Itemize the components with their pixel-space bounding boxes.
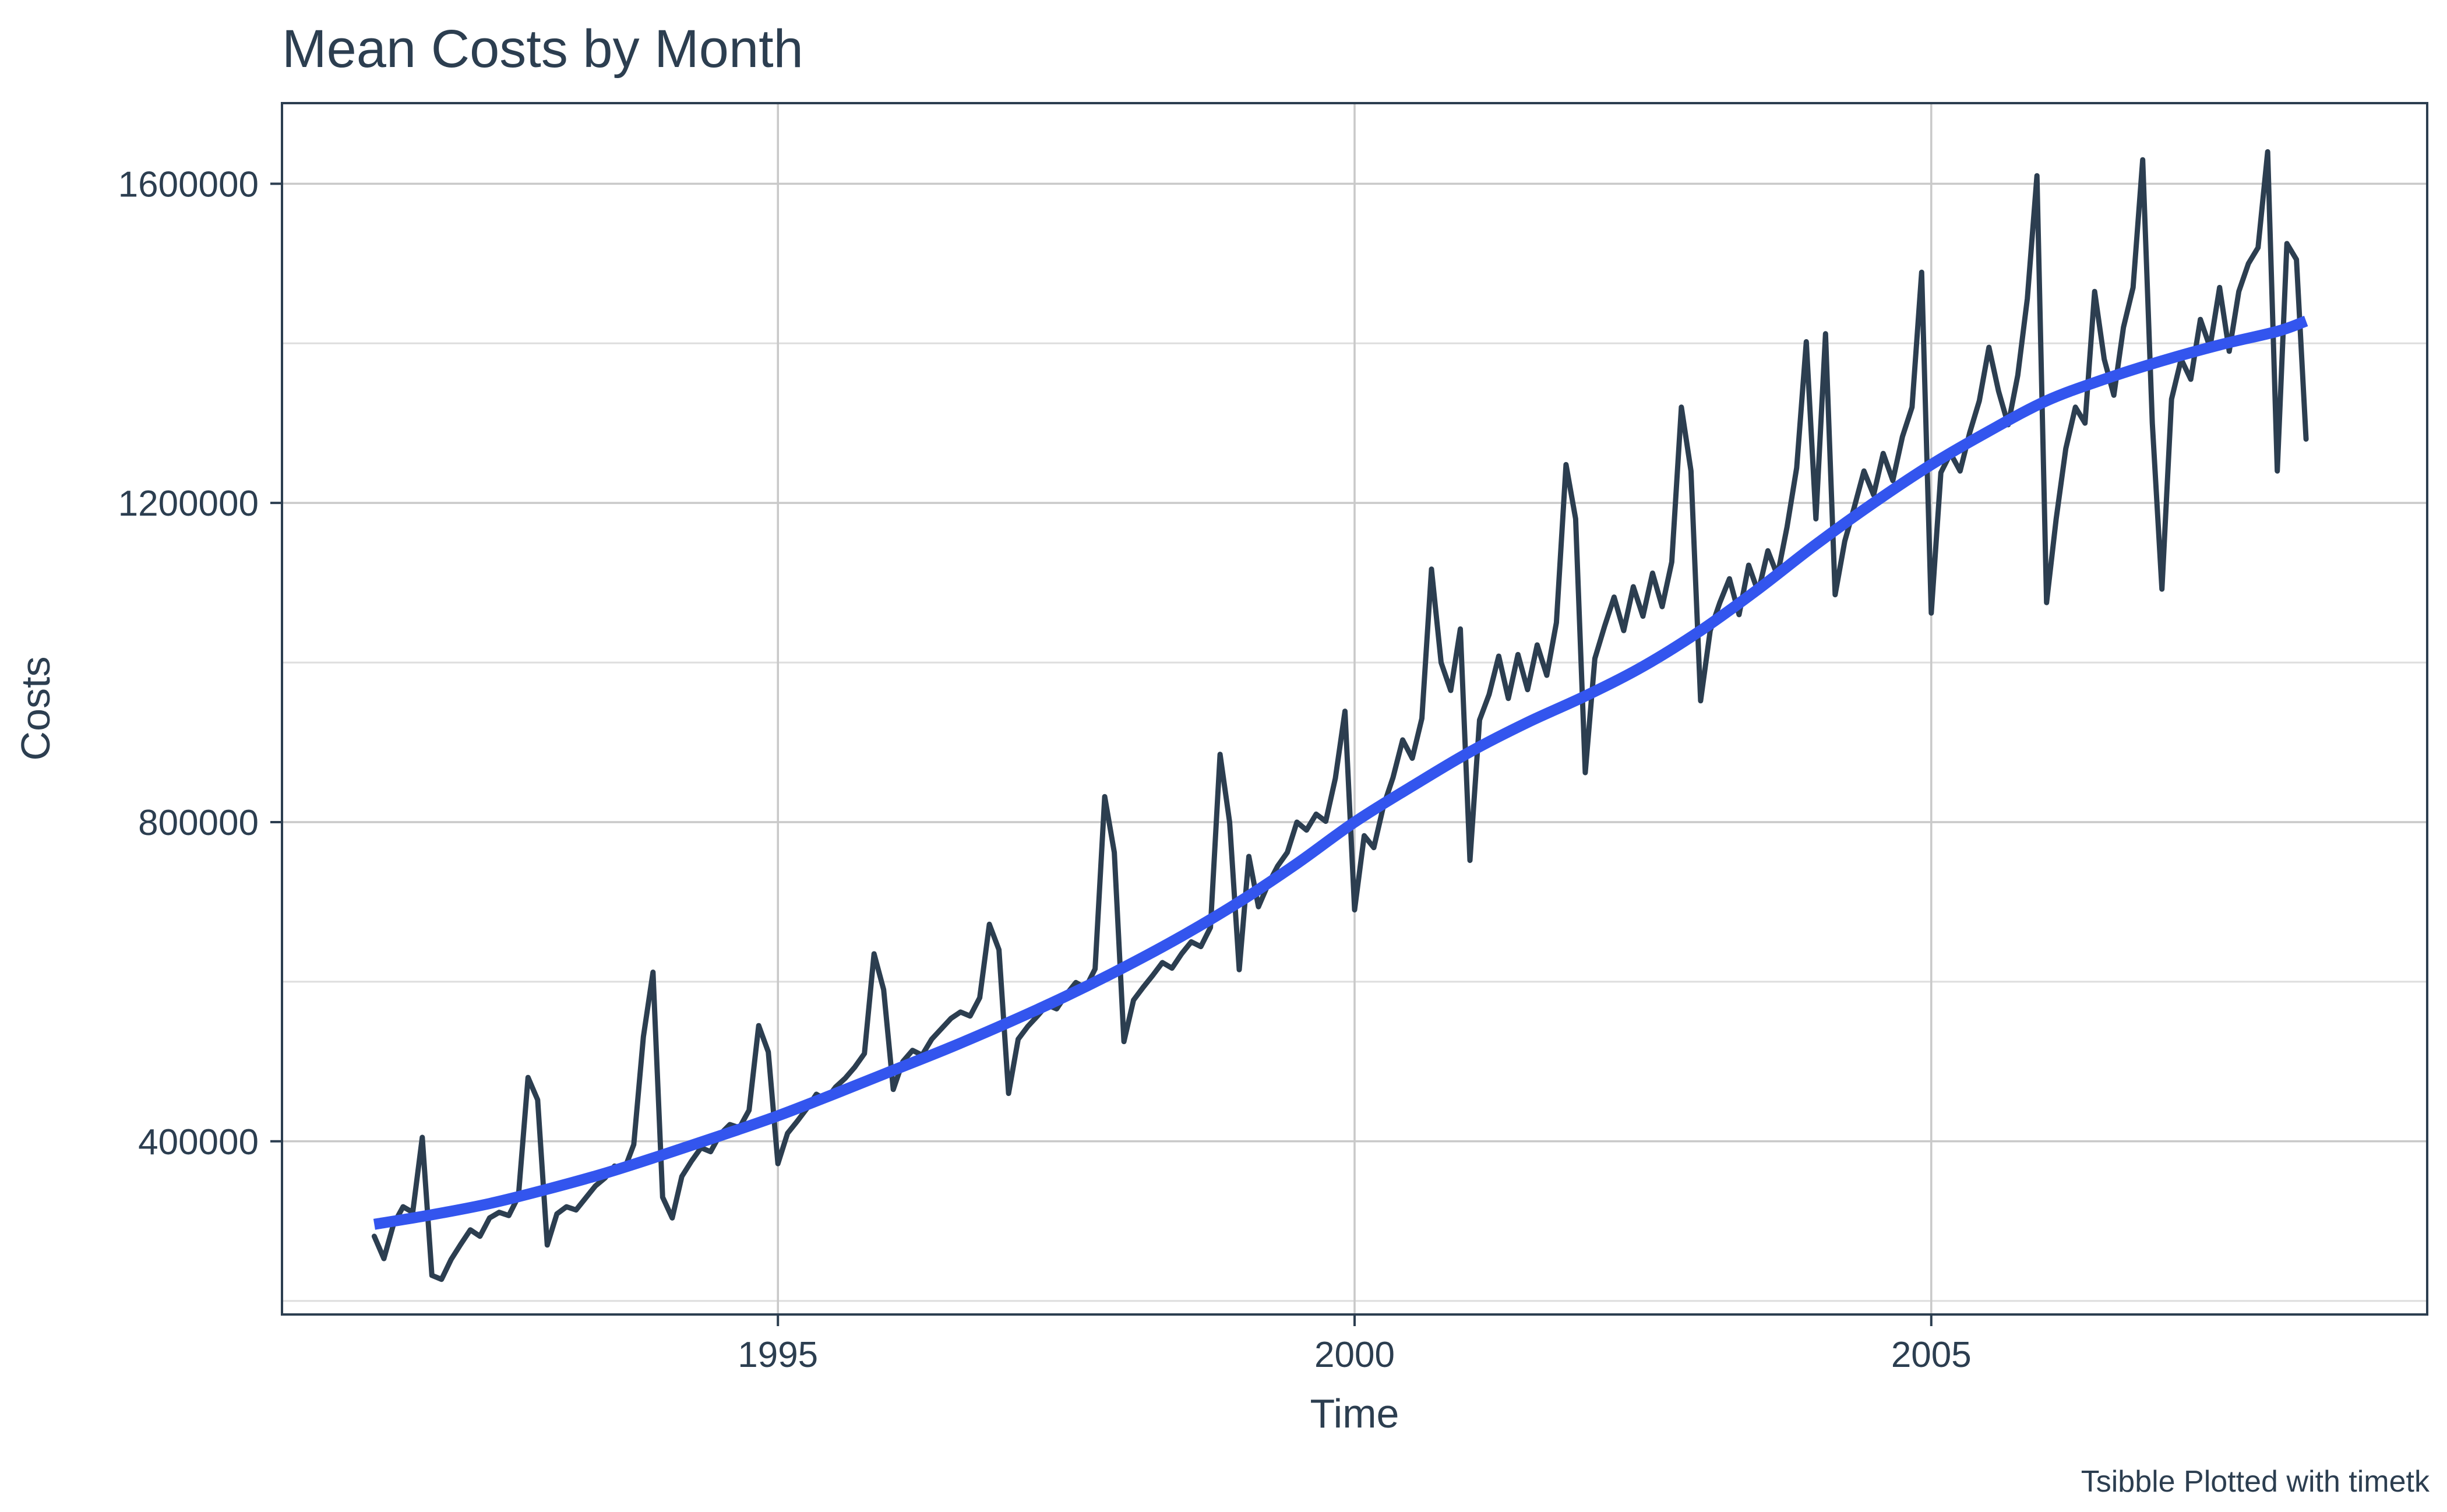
chart-title: Mean Costs by Month bbox=[282, 19, 803, 79]
y-tick-label: 400000 bbox=[138, 1122, 259, 1162]
caption: Tsibble Plotted with timetk bbox=[2081, 1465, 2430, 1499]
x-tick-label: 2005 bbox=[1891, 1335, 1972, 1375]
y-tick-label: 1200000 bbox=[118, 484, 259, 524]
x-tick-label: 1995 bbox=[738, 1335, 818, 1375]
y-axis-tick-labels: 400000 800000 1200000 1600000 bbox=[118, 164, 259, 1162]
monthly-costs-line bbox=[371, 149, 2309, 1282]
x-axis-title: Time bbox=[1310, 1391, 1399, 1436]
y-axis-title: Costs bbox=[13, 657, 58, 761]
x-tick-label: 2000 bbox=[1314, 1335, 1395, 1375]
x-axis-tick-labels: 1995 2000 2005 bbox=[738, 1335, 1972, 1375]
loess-smoother-line bbox=[373, 315, 2308, 1230]
y-tick-label: 1600000 bbox=[118, 164, 259, 205]
y-tick-label: 800000 bbox=[138, 803, 259, 843]
axis-tick-marks bbox=[270, 182, 1933, 1326]
